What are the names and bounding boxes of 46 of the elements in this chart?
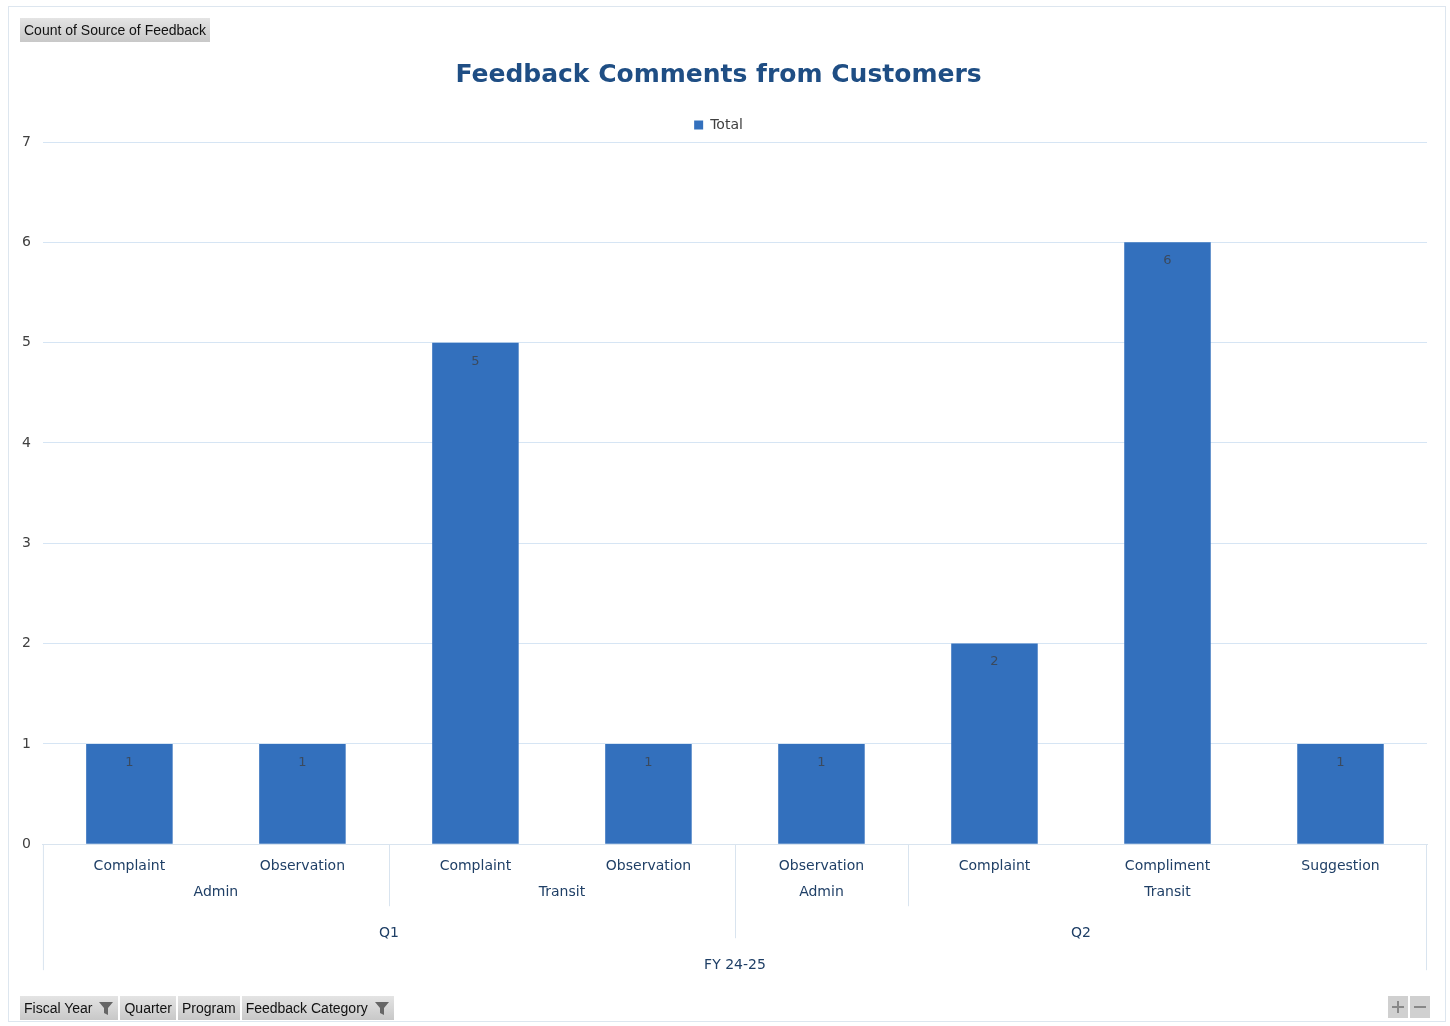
data-label: 1 [125,753,134,769]
text: Admin [193,882,239,899]
data-label: 6 [1163,252,1172,268]
x-tick-label: Observation [605,857,692,874]
text: Fiscal Year [24,999,93,1018]
data-label: 5 [471,352,480,368]
text: Transit [1143,882,1192,899]
text: Transit [537,882,586,899]
y-tick-label: 6 [21,232,31,249]
text: Program [181,999,236,1018]
x-tick-label: Complaint [958,857,1031,874]
x-tick-label: Compliment [1124,857,1211,874]
text: Admin [799,882,844,899]
text: Quarter [124,999,172,1018]
text: FY 24-25 [704,955,766,972]
y-tick-label: 7 [21,132,31,149]
x-tick-label: Complaint [93,857,166,874]
text: Q2 [1071,923,1091,940]
data-label: 1 [298,753,307,769]
bar [1297,743,1384,844]
bar [778,743,865,844]
bar [605,743,692,844]
legend-label: Total [709,115,743,132]
x-tick-label: Observation [259,857,346,874]
data-label: 1 [817,753,826,769]
x-tick-label: Complaint [439,857,512,874]
y-tick-label: 5 [21,333,31,350]
bar [432,342,519,844]
text: Feedback Category [245,999,368,1018]
bar [86,743,173,844]
bar [951,643,1038,844]
bar [259,743,346,844]
data-label: 2 [990,653,999,669]
y-tick-label: 4 [21,433,31,450]
text: Q1 [378,923,399,940]
y-tick-label: 2 [21,634,31,651]
y-tick-label: 3 [21,533,31,550]
y-tick-label: 0 [21,834,31,851]
text: Count of Source of Feedback [20,18,211,42]
data-label: 1 [644,753,653,769]
x-tick-label: Observation [778,857,865,874]
y-tick-label: 1 [21,734,31,751]
chart-title: Feedback Comments from Customers [455,58,982,88]
bar [1124,242,1211,844]
x-tick-label: Suggestion [1301,857,1380,874]
data-label: 1 [1336,753,1345,769]
